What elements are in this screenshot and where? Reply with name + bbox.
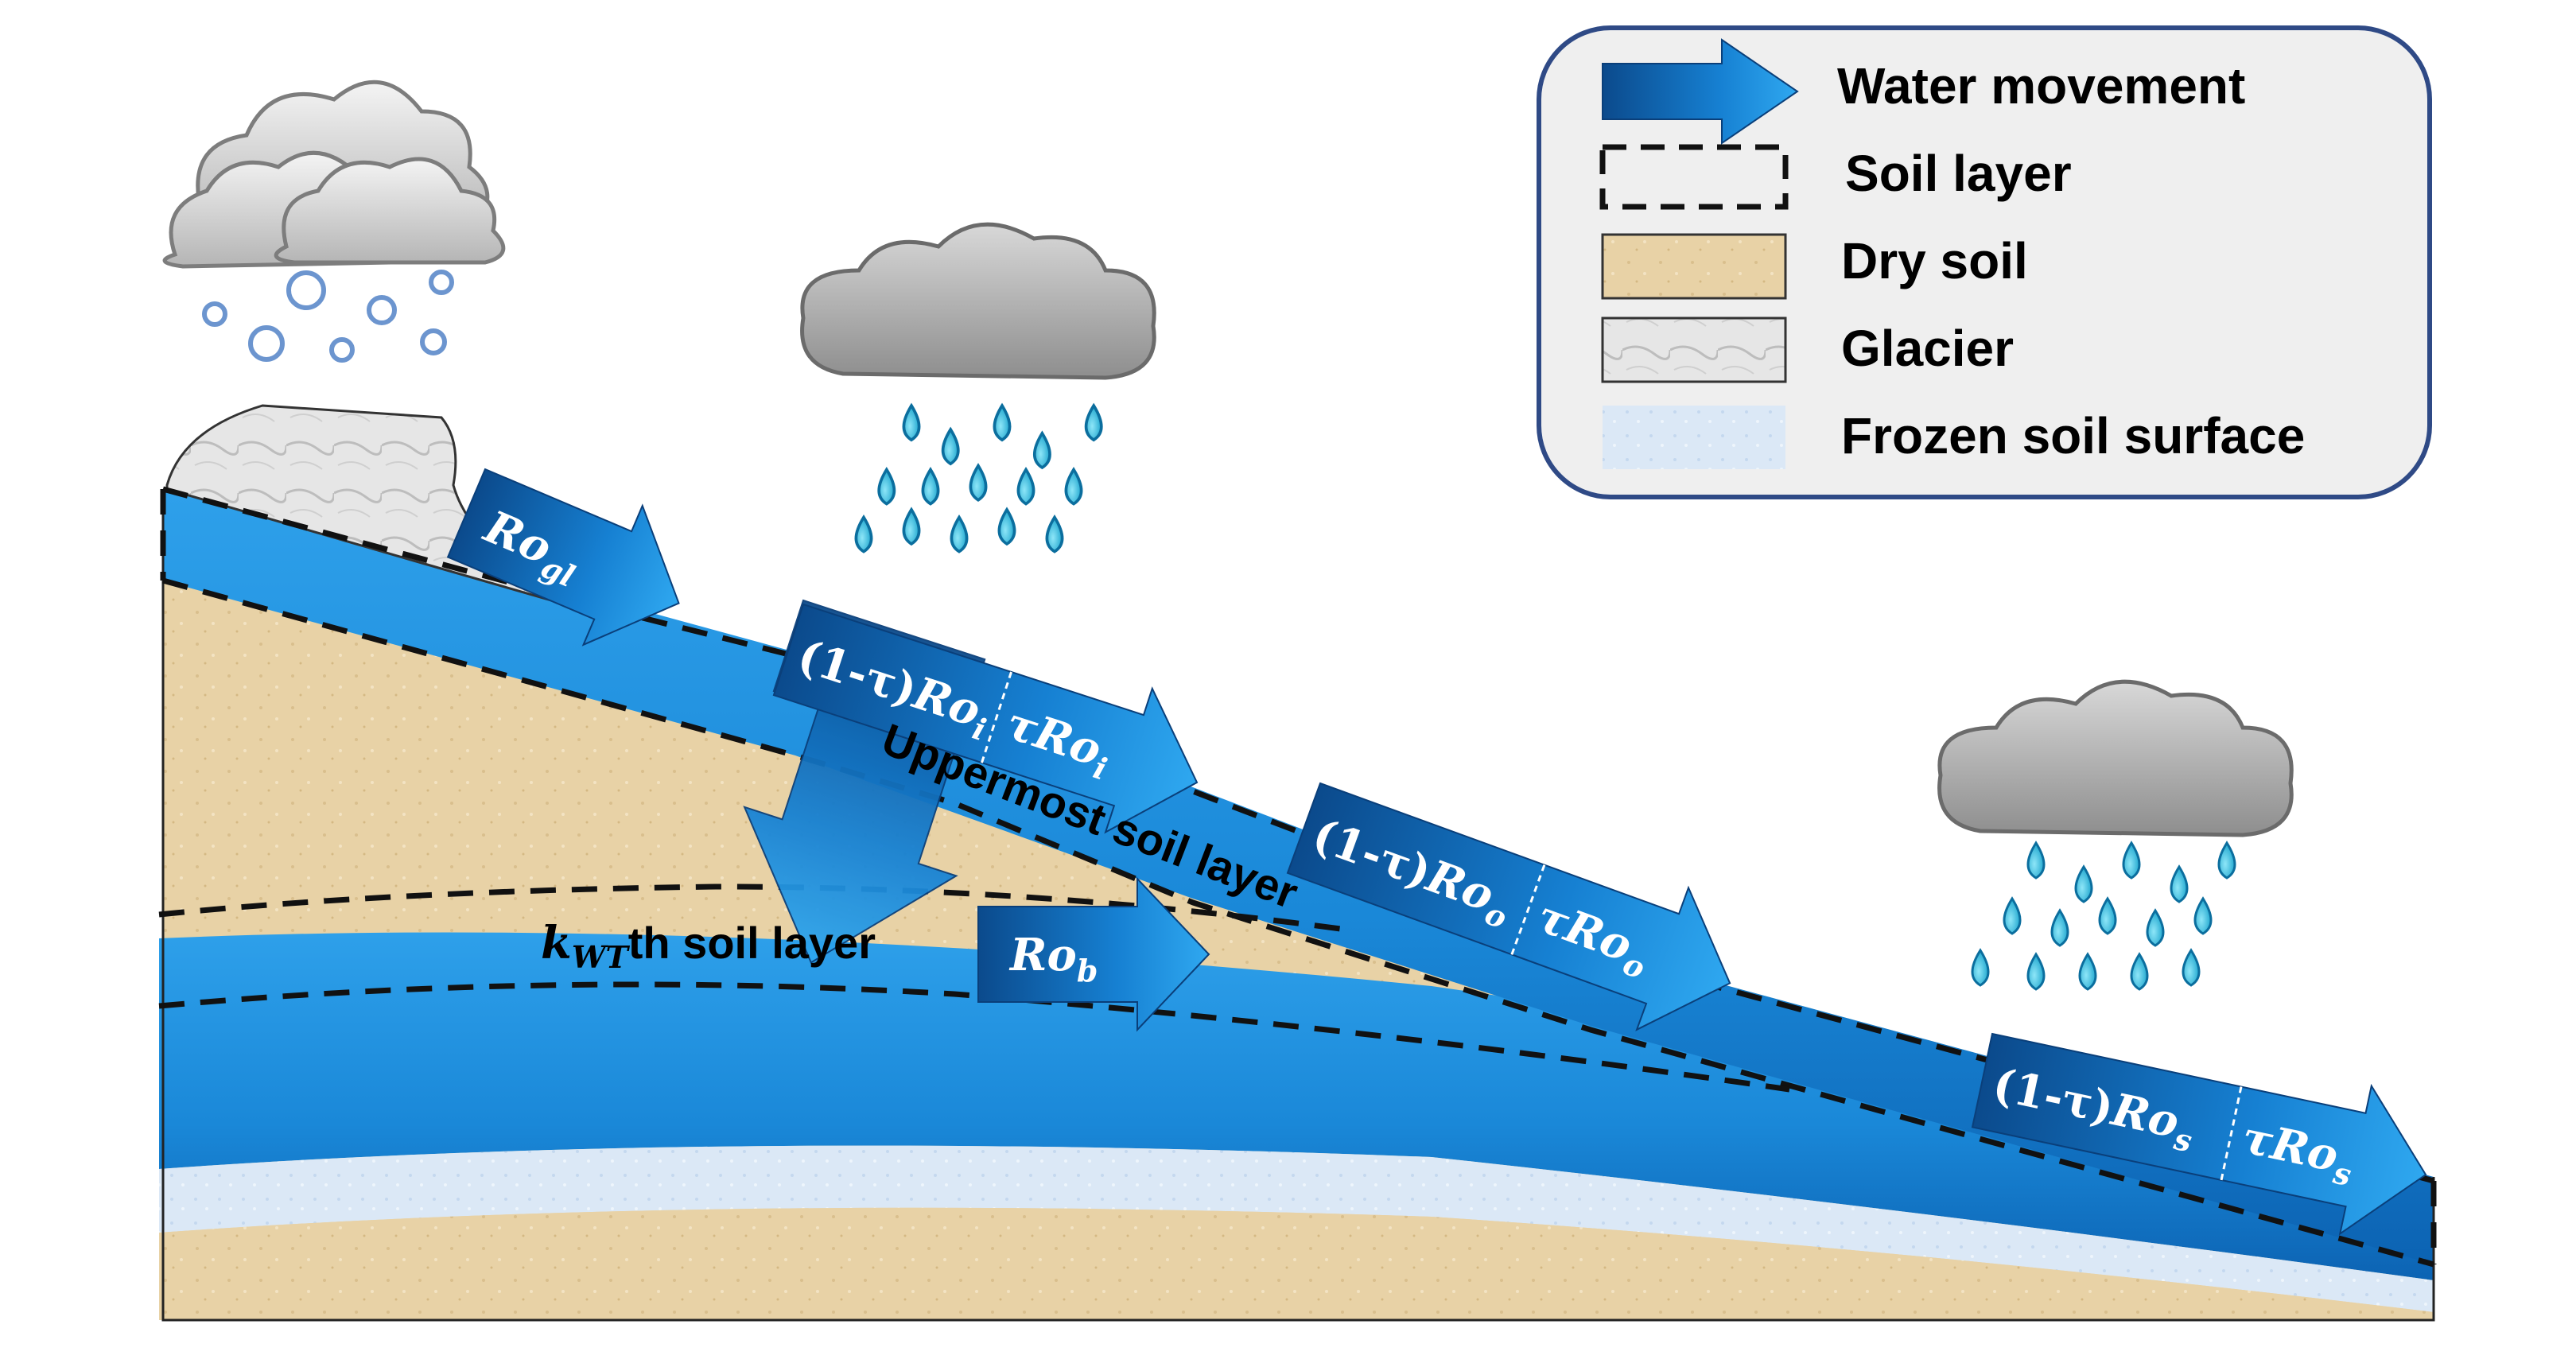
legend-item-glacier: Glacier xyxy=(1601,317,2014,383)
legend-soil-layer-text: Soil layer xyxy=(1845,145,2072,202)
ro-o-arrow: (1-τ)Roo τRoo xyxy=(1286,782,1731,1031)
ro-s-arrow: (1-τ)Ros τRos xyxy=(1971,1032,2427,1236)
legend-frozen-soil-surface-text: Frozen soil surface xyxy=(1841,407,2305,464)
legend-water-movement-text: Water movement xyxy=(1837,57,2245,115)
legend-item-soil-layer: Soil layer xyxy=(1599,144,2072,210)
frozen-soil-layer xyxy=(159,1145,2434,1312)
snow-cloud-icon xyxy=(162,80,506,363)
legend-glacier-swatch xyxy=(1601,317,1787,383)
ro-gl-arrow: Rogl xyxy=(446,468,680,647)
legend: Water movement Soil layer Dry soil Glaci… xyxy=(1537,25,2432,499)
dry-soil-lower xyxy=(159,1207,2434,1320)
legend-dry-soil-swatch xyxy=(1601,233,1787,300)
svg-text:Rob: Rob xyxy=(1008,929,1098,988)
legend-frozen-swatch xyxy=(1603,406,1785,469)
legend-water-arrow-icon xyxy=(1602,38,1799,145)
rain-cloud-icon-middle xyxy=(800,222,1156,553)
ro-b-arrow: Rob xyxy=(977,876,1210,1032)
legend-item-dry-soil: Dry soil xyxy=(1601,232,2028,300)
ro-i-right-arrow: (1-τ)Roi τRoi xyxy=(772,603,1199,834)
legend-item-water-movement: Water movement xyxy=(1602,38,2245,145)
raindrops-right xyxy=(1971,841,2236,991)
legend-glacier-text: Glacier xyxy=(1841,320,2014,377)
kwt-soil-bottom-line xyxy=(158,981,1790,1093)
kwt-rest: th soil layer xyxy=(628,918,876,968)
groundwater-band xyxy=(159,932,2434,1280)
legend-dry-soil-text: Dry soil xyxy=(1841,232,2028,289)
legend-soil-layer-swatch xyxy=(1599,144,1789,210)
legend-item-frozen-soil-surface: Frozen soil surface xyxy=(1603,406,2305,469)
terrain-outline xyxy=(161,489,2435,1322)
rain-cloud-icon-right xyxy=(1937,679,2294,991)
ro-b-sub: b xyxy=(1077,953,1098,988)
raindrops-middle xyxy=(854,402,1103,553)
ro-b-base: Ro xyxy=(1008,929,1077,981)
kwt-sub: WT xyxy=(572,939,631,975)
uppermost-soil-bottom-line xyxy=(162,577,2434,1268)
kwt-var: k xyxy=(541,917,572,969)
kwt-soil-layer-label: kWTth soil layer xyxy=(541,917,876,975)
